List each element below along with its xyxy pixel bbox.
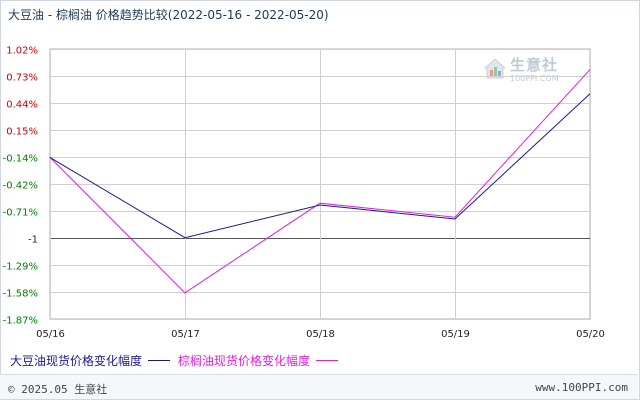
y-tick-label: 0.44% (6, 100, 38, 111)
x-tick-label: 05/19 (441, 329, 470, 340)
y-tick-label: -0.71% (3, 208, 38, 219)
y-axis-ticks: 1.02% 0.73% 0.44% 0.15% -0.14% -0.42% -0.71% -1… (3, 46, 38, 327)
grid-layer (49, 48, 591, 320)
series-layer (49, 69, 591, 294)
house-logo-icon (483, 58, 507, 79)
legend-label-soybean: 大豆油现货价格变化幅度 (10, 354, 143, 368)
series-line-palm (49, 69, 591, 294)
line-chart: 1.02% 0.73% 0.44% 0.15% -0.14% -0.42% -0.71% -1… (3, 46, 605, 341)
y-tick-label: -0.14% (3, 154, 38, 165)
chart-title: 大豆油 - 棕榈油 价格趋势比较(2022-05-16 - 2022-05-20… (8, 8, 329, 22)
y-tick-label: -1 (28, 235, 38, 246)
x-tick-label: 05/18 (306, 329, 335, 340)
legend-swatch-palm (316, 360, 339, 361)
x-axis-ticks: 05/16 05/17 05/18 05/19 05/20 (36, 329, 605, 340)
y-tick-label: 1.02% (6, 46, 38, 57)
series-line-soybean (49, 93, 591, 239)
legend-item-palm: 棕榈油现货价格变化幅度 (178, 352, 339, 369)
legend-item-soybean: 大豆油现货价格变化幅度 (10, 352, 171, 369)
legend: 大豆油现货价格变化幅度 棕榈油现货价格变化幅度 (10, 352, 339, 369)
legend-label-palm: 棕榈油现货价格变化幅度 (178, 354, 311, 368)
y-tick-label: 0.15% (6, 127, 38, 138)
footer-copyright: © 2025.05 生意社 (8, 383, 108, 396)
y-tick-label: -1.29% (3, 262, 38, 273)
watermark-url: 100PPI.COM (510, 74, 559, 83)
legend-swatch-soybean (148, 360, 171, 361)
watermark-text: 生意社 (510, 56, 559, 74)
footer: © 2025.05 生意社 www.100PPI.com (0, 374, 638, 399)
x-tick-label: 05/20 (576, 329, 605, 340)
y-tick-label: -0.42% (3, 181, 38, 192)
footer-site-link[interactable]: www.100PPI.com (535, 381, 628, 394)
x-tick-label: 05/16 (36, 329, 65, 340)
y-tick-label: -1.87% (3, 316, 38, 327)
y-tick-label: -1.58% (3, 289, 38, 300)
x-tick-label: 05/17 (171, 329, 200, 340)
y-tick-label: 0.73% (6, 73, 38, 84)
watermark: 生意社 100PPI.COM (480, 52, 580, 92)
